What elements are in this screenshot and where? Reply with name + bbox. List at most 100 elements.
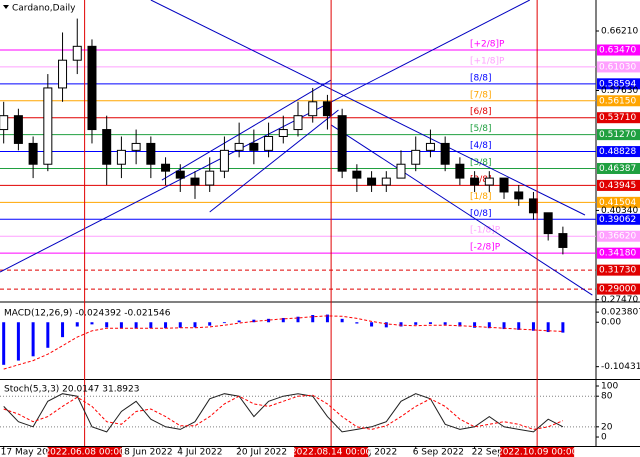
marker-label-box [47,447,122,457]
level-label-box [597,44,640,56]
menu-arrow [3,5,9,9]
level-name: [-2/8]P [470,243,501,253]
level-name: [2/8] [470,175,492,185]
macd-bar [281,317,285,323]
macd-bar [443,322,447,325]
level-label-box [597,283,640,295]
candle-body [102,129,112,165]
macd-bar [340,318,344,323]
candle-body [205,170,215,186]
y-tick-label: 20 [601,422,613,432]
macd-bar [193,322,197,328]
macd-bar [517,322,521,330]
level-label: 0.53710 [599,113,636,123]
macd-bar [90,322,94,325]
candle-body [396,163,406,179]
main-panel: [+2/8]P [+1/8]P [8/8] [7/8] [6/8] [5/8] [4/8] [… [0,0,596,296]
macd-bar [473,322,477,328]
level-name: [8/8] [470,73,492,83]
macd-bar [458,322,462,327]
candle-body [543,212,553,235]
x-tick-label: 20 Jul 2022 [236,448,287,457]
level-label: 0.61030 [599,62,636,72]
level-label: 0.34180 [599,249,636,259]
x-tick-label: 18 Jun 2022 [118,448,172,457]
level-label-box [597,179,640,191]
trendline [150,0,586,216]
trendline [209,109,339,213]
candle-body [337,115,347,172]
level-label-box [597,230,640,242]
macd-bar [502,322,506,330]
candle-body [352,170,362,179]
candle-body [0,115,9,131]
y-tick-label: 100 [601,382,618,392]
level-label-box [597,129,640,141]
y-tick-label: 80 [601,392,613,402]
level-label: 0.36620 [599,232,636,242]
x-tick-label: 22 Sep 2022 [472,448,529,457]
macd-bar [370,322,374,327]
level-label: 0.29000 [599,285,636,295]
macd-bar [428,322,432,324]
level-label: 0.39062 [599,215,636,225]
y-tick-label: 0.40340 [601,206,638,216]
marker-label-box [294,447,369,457]
level-label: 0.63470 [599,46,636,56]
indicator-line [3,393,564,433]
macd-bar [399,322,403,327]
level-label-box [597,78,640,90]
level-name: [4/8] [470,141,492,151]
candle-body [175,170,185,179]
macd-bar [355,322,359,324]
candle-body [528,198,538,214]
x-tick-label: 6 Sep 2022 [413,448,464,457]
macd-bar [75,322,79,327]
level-label: 0.43945 [599,181,636,191]
candle-body [249,142,259,151]
level-label-box [597,247,640,259]
macd-bar [208,322,212,326]
macd-bar [384,322,388,328]
candle-body [440,142,450,165]
marker-label: 2022.08.14 00:00 [291,448,372,457]
level-name: [1/8] [470,192,492,202]
macd-bar [252,319,256,323]
macd-bar [414,322,418,325]
level-name: [7/8] [470,90,492,100]
level-name: [+1/8]P [470,56,505,66]
macd-bar [31,322,35,357]
candle-body [322,101,332,117]
candle-body [13,115,23,144]
y-tick-label: 0.00 [601,318,621,328]
marker-label: 2022.10.09 00:00 [497,448,578,457]
level-label-box [597,264,640,276]
level-label: 0.51270 [599,130,636,140]
trendline [161,79,332,181]
candle-body [87,45,97,131]
macd-bar [2,322,6,365]
candle-body [116,149,126,165]
x-tick-label: 4 Jul 2022 [177,448,222,457]
level-name: [6/8] [470,107,492,117]
y-tick-label: -0.104316 [601,362,640,372]
macd-bar [325,314,329,323]
level-label: 0.41504 [599,198,636,208]
level-label-box [597,61,640,73]
macd-bar [487,322,491,329]
candle-body [72,45,82,61]
candle-body [558,233,568,248]
macd-bar [134,322,138,329]
level-label: 0.58594 [599,79,636,89]
candle-body [264,135,274,151]
candle-body [190,177,200,186]
level-label-box [597,95,640,107]
macd-bar [222,322,226,324]
candle-body [499,177,509,193]
macd-title: MACD(12,26,9) -0.024392 -0.021546 [4,309,171,319]
level-label: 0.48828 [599,147,636,157]
candle-body [308,101,318,117]
candle-body [484,177,494,186]
